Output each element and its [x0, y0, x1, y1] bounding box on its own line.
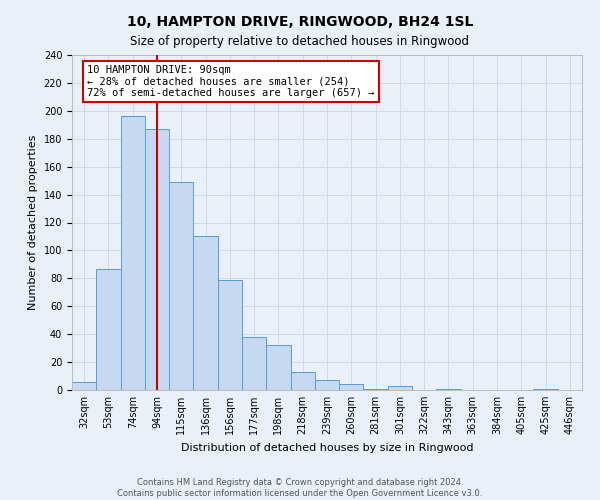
Bar: [533, 388, 558, 390]
Bar: [96, 268, 121, 390]
Bar: [290, 372, 315, 390]
Bar: [169, 182, 193, 390]
X-axis label: Distribution of detached houses by size in Ringwood: Distribution of detached houses by size …: [181, 442, 473, 452]
Bar: [339, 384, 364, 390]
Text: Contains HM Land Registry data © Crown copyright and database right 2024.
Contai: Contains HM Land Registry data © Crown c…: [118, 478, 482, 498]
Bar: [193, 236, 218, 390]
Text: 10, HAMPTON DRIVE, RINGWOOD, BH24 1SL: 10, HAMPTON DRIVE, RINGWOOD, BH24 1SL: [127, 15, 473, 29]
Bar: [364, 388, 388, 390]
Bar: [121, 116, 145, 390]
Bar: [242, 337, 266, 390]
Y-axis label: Number of detached properties: Number of detached properties: [28, 135, 38, 310]
Bar: [145, 129, 169, 390]
Bar: [388, 386, 412, 390]
Bar: [436, 388, 461, 390]
Text: Size of property relative to detached houses in Ringwood: Size of property relative to detached ho…: [131, 35, 470, 48]
Text: 10 HAMPTON DRIVE: 90sqm
← 28% of detached houses are smaller (254)
72% of semi-d: 10 HAMPTON DRIVE: 90sqm ← 28% of detache…: [88, 65, 375, 98]
Bar: [72, 382, 96, 390]
Bar: [315, 380, 339, 390]
Bar: [266, 346, 290, 390]
Bar: [218, 280, 242, 390]
